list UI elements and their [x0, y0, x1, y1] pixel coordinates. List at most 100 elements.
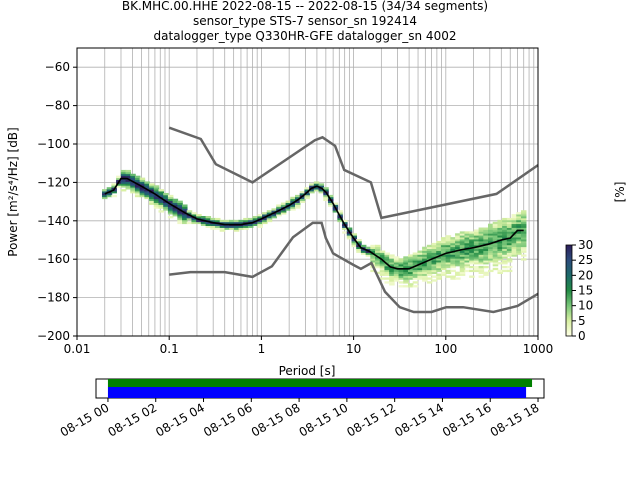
x-tick-label: 1	[258, 342, 266, 356]
pdf-cell	[102, 196, 108, 200]
pdf-cell	[238, 227, 245, 230]
pdf-cell	[436, 242, 442, 246]
pdf-cell	[393, 271, 400, 274]
pdf-cell	[426, 267, 433, 271]
mode-curve	[104, 177, 524, 270]
pdf-cell	[379, 252, 386, 255]
pdf-cell	[502, 219, 508, 223]
pdf-cell	[384, 281, 390, 284]
pdf-cell	[422, 267, 428, 271]
timeline-tick-label: 08-15 14	[392, 400, 446, 439]
pdf-cell	[478, 262, 485, 265]
pdf-cell	[473, 237, 480, 240]
pdf-cell	[455, 240, 461, 244]
pdf-cell	[375, 252, 381, 255]
pdf-cell	[120, 171, 127, 175]
pdf-cell	[120, 185, 127, 188]
pdf-cell	[506, 227, 513, 230]
pdf-cell	[403, 264, 409, 267]
pdf-cell	[502, 242, 508, 246]
pdf-cell	[167, 194, 174, 198]
pdf-cell	[120, 179, 127, 182]
pdf-cell	[158, 192, 164, 196]
pdf-cell	[182, 217, 188, 221]
pdf-cell	[516, 214, 522, 217]
pdf-cell	[492, 267, 499, 271]
pdf-cell	[389, 273, 395, 276]
pdf-cell	[412, 271, 419, 274]
pdf-cell	[398, 264, 405, 267]
pdf-cell	[488, 256, 494, 259]
pdf-cell	[478, 240, 485, 244]
pdf-cell	[280, 208, 287, 211]
pdf-cell	[384, 252, 390, 255]
pdf-cell	[266, 216, 273, 219]
pdf-cell	[502, 265, 508, 269]
pdf-cell	[497, 254, 503, 257]
pdf-cell	[379, 269, 386, 273]
pdf-cell	[520, 223, 527, 226]
pdf-cell	[450, 244, 456, 248]
pdf-cell	[483, 252, 489, 255]
pdf-cell	[455, 237, 461, 240]
pdf-cell	[379, 267, 386, 271]
pdf-cell	[247, 223, 254, 226]
pdf-cell	[431, 271, 438, 274]
pdf-cell	[436, 262, 442, 265]
pdf-cell	[200, 216, 207, 219]
pdf-cell	[130, 175, 136, 178]
pdf-cell	[455, 246, 461, 250]
pdf-cell	[351, 242, 358, 246]
pdf-cell	[214, 225, 221, 228]
pdf-cell	[290, 206, 296, 209]
y-tick-label: −200	[37, 329, 70, 343]
pdf-cell	[125, 187, 132, 190]
pdf-cell	[422, 248, 428, 251]
pdf-cell	[407, 262, 414, 265]
pdf-cell	[370, 246, 376, 250]
pdf-cell	[511, 217, 518, 221]
pdf-cell	[384, 269, 390, 273]
pdf-cell	[304, 187, 310, 190]
pdf-cell	[488, 269, 494, 273]
pdf-cell	[511, 223, 518, 226]
pdf-cell	[412, 267, 419, 271]
pdf-cell	[473, 233, 480, 236]
pdf-cell	[497, 246, 503, 250]
pdf-cell	[393, 265, 400, 269]
pdf-cell	[511, 254, 518, 257]
pdf-cell	[511, 252, 518, 255]
pdf-cell	[445, 235, 452, 238]
pdf-cell	[478, 256, 485, 259]
pdf-cell	[511, 246, 518, 250]
pdf-cell	[483, 237, 489, 240]
pdf-cell	[464, 252, 470, 255]
pdf-cell	[417, 265, 423, 269]
pdf-cell	[389, 277, 395, 280]
pdf-cell	[389, 264, 395, 267]
pdf-cell	[464, 250, 470, 253]
pdf-cell	[393, 258, 400, 261]
colorbar-tick-label: 10	[578, 299, 593, 313]
pdf-cell	[130, 173, 136, 177]
pdf-cell	[431, 244, 438, 248]
pdf-cell	[243, 227, 249, 230]
pdf-cell	[459, 235, 466, 238]
pdf-cell	[412, 281, 419, 284]
pdf-cell	[252, 221, 259, 225]
pdf-cell	[478, 239, 485, 242]
pdf-cell	[120, 173, 127, 177]
pdf-cell	[478, 271, 485, 274]
pdf-cell	[398, 265, 405, 269]
pdf-cell	[139, 183, 146, 186]
pdf-cell	[379, 262, 386, 265]
pdf-cell	[520, 227, 527, 230]
pdf-cell	[205, 216, 212, 219]
pdf-cell	[520, 244, 527, 248]
pdf-cell	[516, 239, 522, 242]
pdf-cell	[440, 265, 447, 269]
pdf-cell	[478, 258, 485, 261]
pdf-cell	[247, 219, 254, 223]
pdf-cell	[407, 258, 414, 261]
pdf-cell	[511, 240, 518, 244]
